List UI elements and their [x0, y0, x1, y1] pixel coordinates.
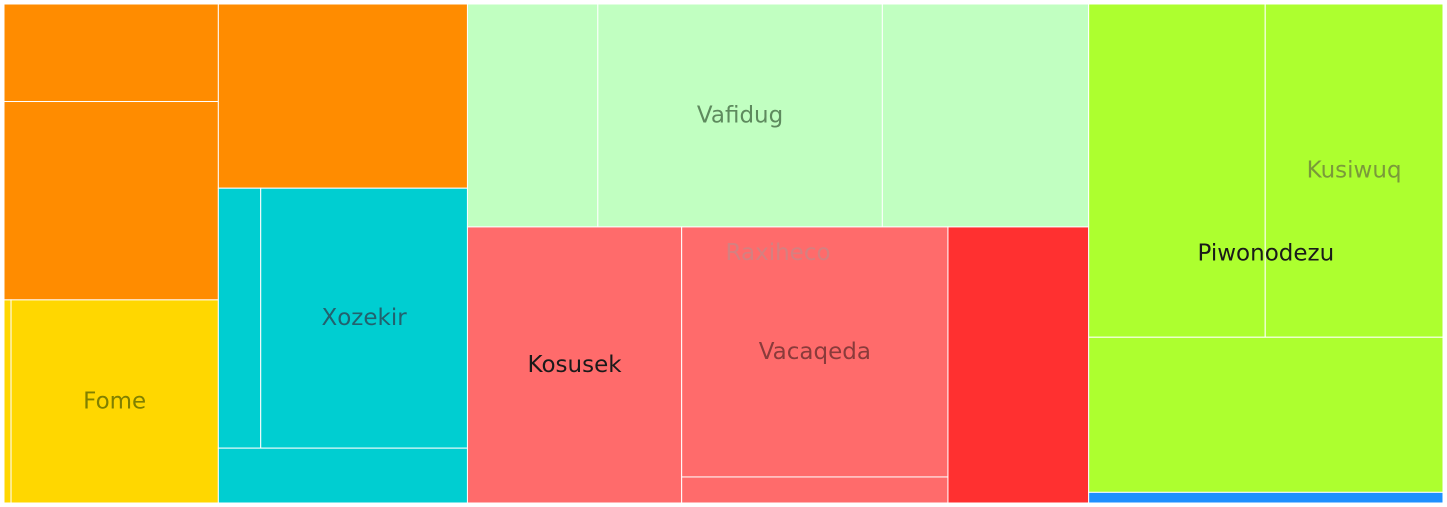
tile-fome-1: [3, 101, 219, 301]
tile-fome-0: [3, 3, 219, 103]
label-fome: Fome: [83, 388, 146, 414]
tile-vafidug-9: [597, 3, 883, 228]
tile-vafidug-8: [466, 3, 599, 228]
tile-fome-2: [3, 299, 12, 504]
tile-xozekir-5: [217, 187, 262, 449]
tile-xozekir-7: [217, 447, 468, 504]
label-xozekir: Xozekir: [321, 305, 407, 331]
treemap-rects: [3, 3, 1444, 504]
group-label-raxiheco: Raxiheco: [726, 240, 831, 266]
tile-fome-4: [217, 3, 468, 189]
tile-raxiheco-12: [681, 226, 949, 478]
tile-piwonodezu-17: [1088, 336, 1444, 493]
label-vafidug: Vafidug: [697, 102, 783, 128]
tile-xozekir-6: [260, 187, 468, 449]
tile-piwonodezu-18: [1088, 491, 1444, 504]
tile-vafidug-10: [881, 3, 1090, 228]
tile-piwonodezu-15: [1088, 3, 1266, 338]
label-kosusek: Kosusek: [528, 352, 623, 378]
label-vacaqeda: Vacaqeda: [759, 339, 871, 365]
treemap-labels: Fome Xozekir Vafidug Kosusek Vacaqeda Kusiwuq…: [83, 102, 1401, 414]
tile-piwonodezu-16: [1264, 3, 1444, 338]
label-kusiwuq: Kusiwuq: [1307, 158, 1402, 184]
tile-raxiheco-14: [947, 226, 1090, 504]
group-label-piwonodezu: Piwonodezu: [1197, 241, 1334, 267]
tile-raxiheco-13: [681, 476, 949, 504]
tile-raxiheco-11: [466, 226, 683, 504]
